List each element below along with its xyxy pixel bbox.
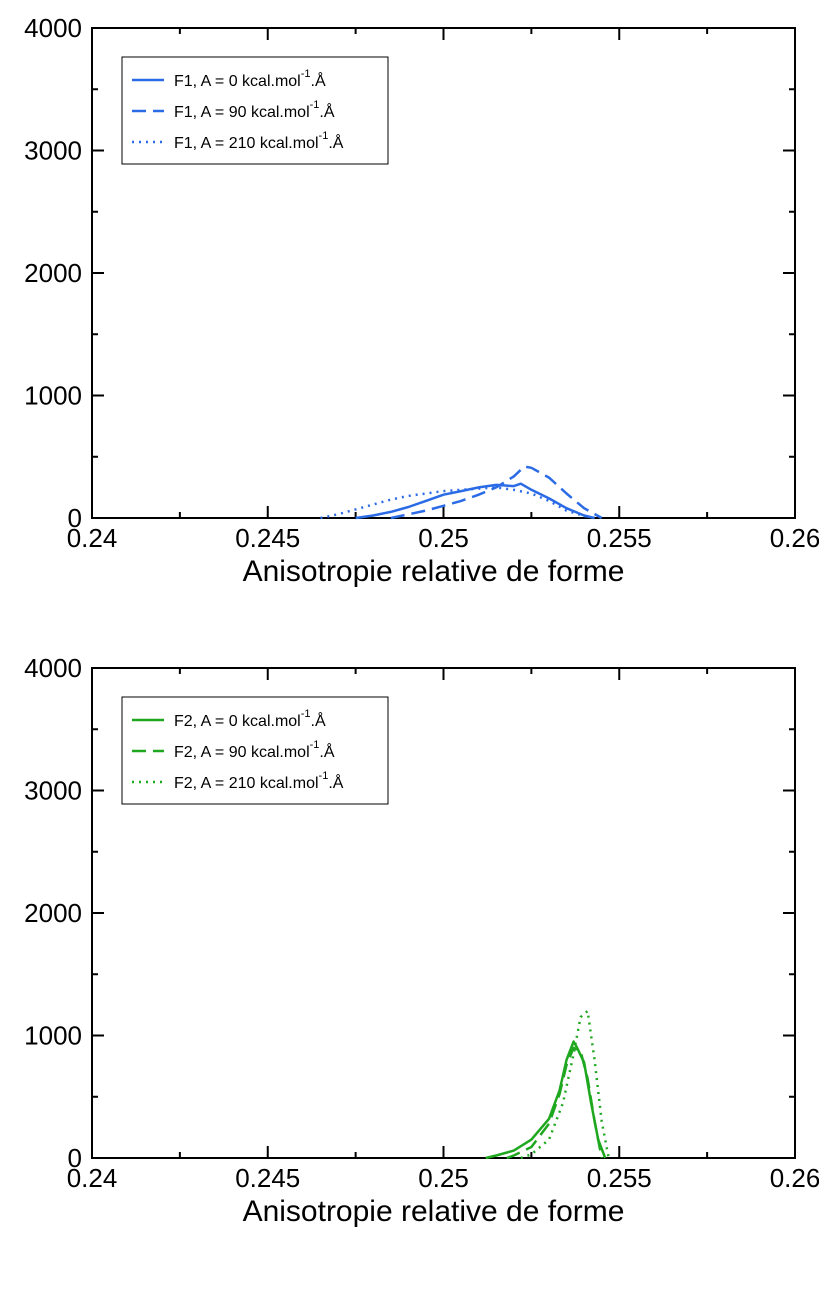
legend-label-suffix: .Å	[319, 742, 334, 761]
y-tick-label: 0	[68, 1143, 82, 1173]
y-tick-label: 4000	[24, 13, 82, 43]
y-tick-label: 4000	[24, 653, 82, 683]
legend-label: F2, A = 210 kcal.mol-1.Å	[174, 770, 344, 792]
legend-label: F2, A = 0 kcal.mol-1.Å	[174, 708, 326, 730]
legend-label-main: F2, A = 210 kcal.mol	[174, 775, 319, 792]
legend-label-main: F1, A = 210 kcal.mol	[174, 135, 319, 152]
legend: F2, A = 0 kcal.mol-1.ÅF2, A = 90 kcal.mo…	[121, 696, 389, 805]
x-axis-title: Anisotropie relative de forme	[243, 555, 625, 588]
legend-label-sup: -1	[301, 708, 311, 720]
series-line-dotted	[520, 1009, 610, 1160]
legend-label-suffix: .Å	[311, 711, 326, 730]
legend-box	[121, 696, 389, 805]
series-line-solid	[485, 1040, 607, 1160]
x-tick-label: 0.26	[770, 1163, 819, 1193]
x-tick-label: 0.26	[770, 523, 819, 553]
x-tick-label: 0.245	[235, 1163, 300, 1193]
x-tick-label: 0.255	[587, 523, 652, 553]
legend: F1, A = 0 kcal.mol-1.ÅF1, A = 90 kcal.mo…	[121, 56, 389, 165]
legend-label-sup: -1	[319, 770, 329, 782]
x-axis-title: Anisotropie relative de forme	[243, 1195, 625, 1228]
legend-label-main: F1, A = 90 kcal.mol	[174, 104, 310, 121]
legend-box	[121, 56, 389, 165]
legend-label-sup: -1	[310, 99, 320, 111]
legend-label-main: F1, A = 0 kcal.mol	[174, 73, 301, 90]
legend-label-main: F2, A = 90 kcal.mol	[174, 744, 310, 761]
x-tick-label: 0.25	[418, 1163, 469, 1193]
legend-label: F1, A = 210 kcal.mol-1.Å	[174, 130, 344, 152]
chart-f1: 0.24 0.245 0.25 0.255 0.26 0 1000 2000 3000 4000 A…	[24, 13, 819, 588]
y-tick-label: 1000	[24, 381, 82, 411]
y-tick-label: 2000	[24, 898, 82, 928]
legend-label-sup: -1	[310, 739, 320, 751]
legend-label: F2, A = 90 kcal.mol-1.Å	[174, 739, 335, 761]
x-tick-label: 0.255	[587, 1163, 652, 1193]
legend-label: F1, A = 90 kcal.mol-1.Å	[174, 99, 335, 121]
x-tick-label: 0.24	[67, 1163, 118, 1193]
series-line-dashed	[390, 465, 603, 520]
x-tick-label: 0.25	[418, 523, 469, 553]
y-tick-label: 2000	[24, 258, 82, 288]
legend-label-sup: -1	[319, 130, 329, 142]
series-line-solid	[355, 482, 595, 520]
legend-label-suffix: .Å	[328, 133, 343, 152]
y-tick-label: 0	[68, 503, 82, 533]
legend-label: F1, A = 0 kcal.mol-1.Å	[174, 68, 326, 90]
x-tick-label: 0.24	[67, 523, 118, 553]
legend-label-suffix: .Å	[311, 71, 326, 90]
y-tick-label: 3000	[24, 776, 82, 806]
legend-label-suffix: .Å	[328, 773, 343, 792]
legend-label-suffix: .Å	[319, 102, 334, 121]
legend-label-sup: -1	[301, 68, 311, 80]
series-line-dashed	[506, 1046, 603, 1160]
x-tick-label: 0.245	[235, 523, 300, 553]
y-tick-label: 1000	[24, 1021, 82, 1051]
chart-f2: 0.24 0.245 0.25 0.255 0.26 0 1000 2000 3000 4000 A…	[24, 653, 819, 1228]
legend-label-main: F2, A = 0 kcal.mol	[174, 713, 301, 730]
series-line-dotted	[320, 486, 592, 520]
y-tick-label: 3000	[24, 136, 82, 166]
